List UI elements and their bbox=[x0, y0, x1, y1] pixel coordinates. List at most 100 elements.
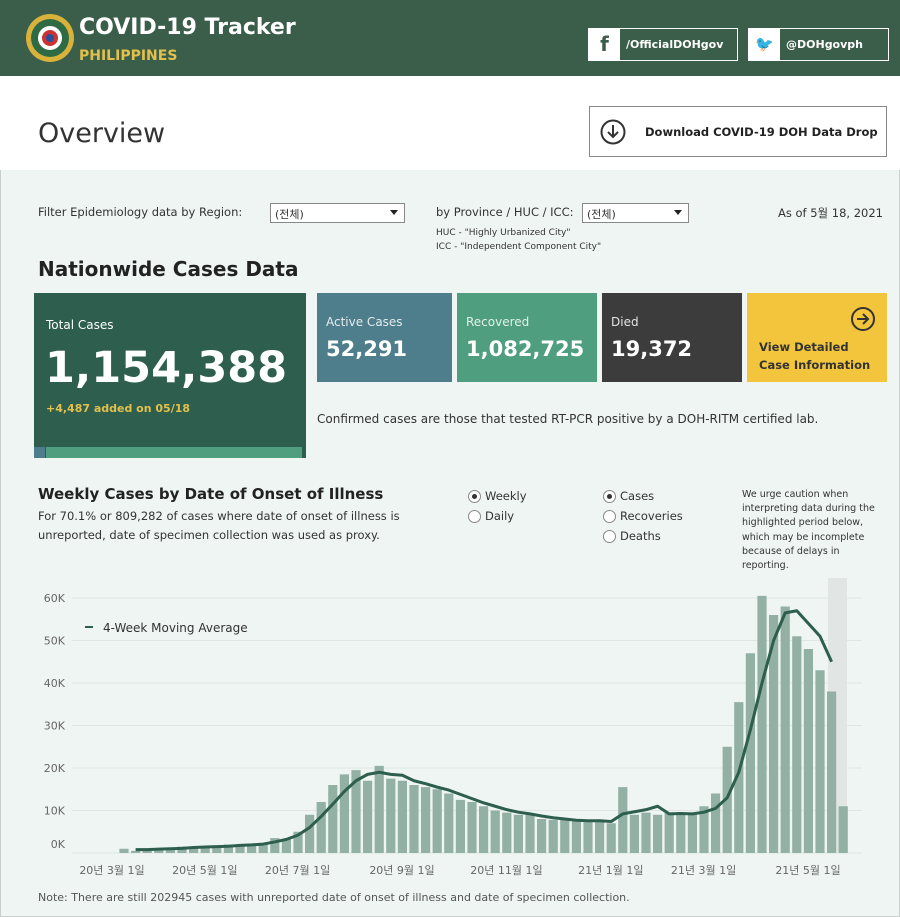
bar bbox=[247, 844, 257, 853]
province-value: (전체) bbox=[587, 208, 616, 221]
bar bbox=[293, 831, 303, 853]
bar bbox=[838, 806, 848, 853]
active-card: Active Cases 52,291 bbox=[317, 293, 452, 382]
footnote: Note: There are still 202945 cases with … bbox=[38, 891, 630, 904]
total-card: Total Cases 1,154,388 +4,487 added on 05… bbox=[34, 293, 306, 458]
bar bbox=[131, 850, 141, 853]
bar bbox=[119, 848, 129, 853]
bar bbox=[270, 838, 280, 853]
twitter-link[interactable]: 🐦 @DOHgovph bbox=[748, 28, 889, 61]
bar bbox=[560, 819, 570, 853]
region-filter-label: Filter Epidemiology data by Region: bbox=[38, 205, 243, 219]
bar bbox=[664, 812, 674, 853]
bar bbox=[606, 823, 616, 853]
bar bbox=[223, 844, 233, 853]
bar bbox=[711, 793, 721, 853]
radio-button[interactable] bbox=[603, 510, 616, 523]
province-filter-label: by Province / HUC / ICC: bbox=[436, 205, 574, 219]
chart-description: For 70.1% or 809,282 of cases where date… bbox=[38, 509, 400, 523]
bar bbox=[386, 778, 396, 853]
province-dropdown[interactable]: (전체) bbox=[582, 203, 689, 223]
active-label: Active Cases bbox=[326, 315, 403, 329]
bar bbox=[653, 814, 663, 853]
bar bbox=[548, 819, 558, 853]
bar bbox=[363, 780, 373, 853]
y-tick-label: 0K bbox=[51, 838, 66, 851]
bar bbox=[780, 606, 790, 853]
radio-label: Daily bbox=[485, 509, 515, 523]
bar bbox=[595, 819, 605, 853]
bar bbox=[513, 814, 523, 853]
bar bbox=[316, 802, 326, 853]
radio-selected-dot bbox=[472, 494, 477, 499]
radio-label: Weekly bbox=[485, 489, 527, 503]
caution-text: interpreting data during the bbox=[742, 503, 875, 515]
chart-title: Weekly Cases by Date of Onset of Illness bbox=[38, 485, 384, 503]
caution-text: highlighted period below, bbox=[742, 517, 864, 529]
bar bbox=[305, 814, 315, 853]
bar bbox=[200, 847, 210, 853]
bar bbox=[479, 806, 489, 853]
bar bbox=[769, 615, 779, 853]
bar bbox=[537, 819, 547, 853]
bar bbox=[455, 799, 465, 853]
x-tick-label: 21년 5월 1일 bbox=[775, 863, 840, 877]
x-tick-label: 20년 5월 1일 bbox=[172, 863, 237, 877]
bar bbox=[618, 787, 628, 853]
logo bbox=[26, 14, 74, 62]
total-value: 1,154,388 bbox=[45, 343, 288, 393]
radio-button[interactable] bbox=[603, 530, 616, 543]
facebook-link[interactable]: f/OfficialDOHgov bbox=[588, 28, 738, 61]
radio-button[interactable] bbox=[603, 490, 616, 503]
bar bbox=[397, 780, 407, 853]
confirmed-note: Confirmed cases are those that tested RT… bbox=[317, 412, 819, 426]
radio-label: Cases bbox=[620, 489, 655, 503]
y-tick-label: 30K bbox=[44, 720, 66, 733]
bar bbox=[502, 812, 512, 853]
x-tick-label: 21년 3월 1일 bbox=[671, 863, 736, 877]
detail-line: Case Information bbox=[759, 358, 871, 372]
bar bbox=[792, 636, 802, 853]
bar bbox=[409, 785, 419, 853]
bar bbox=[444, 793, 454, 853]
radio-button[interactable] bbox=[468, 490, 481, 503]
active-share-bar bbox=[34, 447, 45, 458]
died-card: Died 19,372 bbox=[602, 293, 742, 382]
bar bbox=[258, 843, 268, 853]
app-subtitle: PHILIPPINES bbox=[79, 48, 178, 64]
radio-button[interactable] bbox=[468, 510, 481, 523]
bar bbox=[827, 691, 837, 853]
legend-label: 4-Week Moving Average bbox=[103, 621, 248, 635]
bar bbox=[212, 846, 222, 853]
y-tick-label: 60K bbox=[44, 592, 66, 605]
bar bbox=[687, 812, 697, 853]
twitter-handle: @DOHgovph bbox=[786, 38, 863, 51]
dropdown-arrow bbox=[674, 210, 682, 215]
x-tick-label: 20년 3월 1일 bbox=[79, 863, 144, 877]
caution-text: reporting. bbox=[742, 560, 789, 571]
died-value: 19,372 bbox=[611, 337, 693, 361]
dropdown-arrow bbox=[390, 210, 398, 215]
detail-card[interactable]: View Detailed Case Information bbox=[747, 293, 887, 382]
download-icon bbox=[600, 119, 626, 145]
total-added: +4,487 added on 05/18 bbox=[46, 402, 191, 415]
bar bbox=[432, 789, 442, 853]
bar bbox=[189, 847, 199, 853]
y-tick-label: 50K bbox=[44, 635, 66, 648]
bar bbox=[142, 850, 152, 853]
recovered-card: Recovered 1,082,725 bbox=[457, 293, 597, 382]
died-label: Died bbox=[611, 315, 639, 329]
bar bbox=[583, 821, 593, 853]
y-tick-label: 20K bbox=[44, 762, 66, 775]
bar bbox=[467, 802, 477, 853]
radio-selected-dot bbox=[607, 494, 612, 499]
bar bbox=[525, 814, 535, 853]
chart-description: unreported, date of specimen collection … bbox=[38, 528, 380, 542]
bar bbox=[676, 812, 686, 853]
bar bbox=[629, 814, 639, 853]
download-button[interactable]: Download COVID-19 DOH Data Drop bbox=[589, 106, 887, 157]
caution-text: because of delays in bbox=[742, 545, 840, 557]
region-dropdown[interactable]: (전체) bbox=[270, 203, 405, 223]
x-tick-label: 20년 11월 1일 bbox=[470, 863, 542, 877]
